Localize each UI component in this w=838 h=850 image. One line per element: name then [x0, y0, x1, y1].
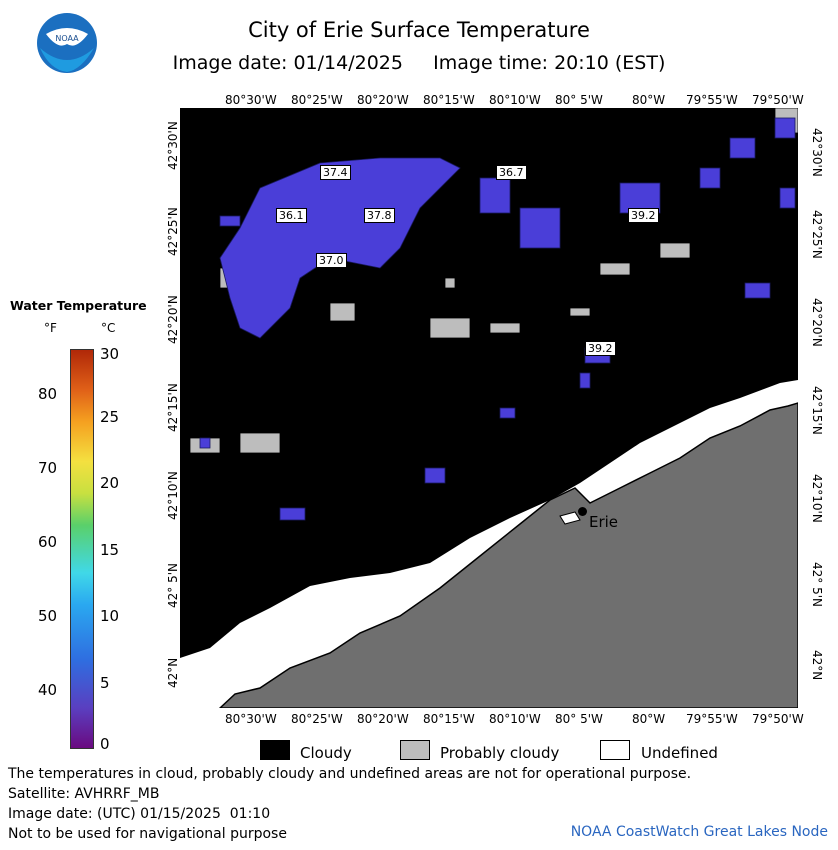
satellite-info: Satellite: AVHRRF_MB	[8, 786, 160, 802]
lat-label-right: 42°15'N	[810, 386, 824, 435]
lat-label-right: 42°30'N	[810, 128, 824, 177]
temp-label: 39.2	[628, 208, 659, 223]
temperature-colorbar	[70, 349, 94, 749]
temp-label: 36.1	[276, 208, 307, 223]
legend-title: Water Temperature	[10, 298, 147, 313]
lon-label-top: 79°50'W	[752, 93, 804, 107]
legend-swatch-cloudy	[260, 740, 290, 760]
lon-label-bottom: 80°25'W	[291, 712, 343, 726]
f-tick: 50	[38, 607, 58, 625]
lat-label-right: 42°10'N	[810, 474, 824, 523]
temp-label: 37.0	[316, 253, 347, 268]
lat-label-left: 42° 5'N	[166, 563, 180, 608]
legend-label-cloudy: Cloudy	[300, 744, 352, 762]
map-title: City of Erie Surface Temperature	[248, 18, 590, 42]
c-tick: 30	[100, 345, 120, 363]
lat-label-left: 42°N	[166, 657, 180, 688]
legend-label-probably-cloudy: Probably cloudy	[440, 744, 560, 762]
temp-label: 36.7	[496, 165, 527, 180]
c-tick: 20	[100, 474, 120, 492]
erie-marker	[578, 507, 587, 516]
image-date-utc: Image date: (UTC) 01/15/2025 01:10	[8, 806, 271, 822]
lat-label-left: 42°30'N	[166, 121, 180, 170]
lon-label-bottom: 80°10'W	[489, 712, 541, 726]
lat-label-right: 42°25'N	[810, 210, 824, 259]
legend-swatch-probably-cloudy	[400, 740, 430, 760]
land-area	[218, 402, 798, 708]
lon-label-bottom: 80° 5'W	[555, 712, 603, 726]
lon-label-top: 80°20'W	[357, 93, 409, 107]
lon-label-top: 80° 5'W	[555, 93, 603, 107]
c-tick: 10	[100, 607, 120, 625]
erie-label: Erie	[589, 513, 619, 531]
lon-label-top: 80°10'W	[489, 93, 541, 107]
temp-label: 37.8	[364, 208, 395, 223]
f-tick: 80	[38, 385, 58, 403]
lon-label-bottom: 80°W	[632, 712, 666, 726]
unit-celsius: °C	[101, 321, 116, 335]
temp-label: 37.4	[320, 165, 351, 180]
c-tick: 5	[100, 674, 110, 692]
lon-label-top: 80°25'W	[291, 93, 343, 107]
noaa-logo: NOAA	[37, 13, 97, 73]
temp-label: 39.2	[585, 341, 616, 356]
c-tick: 25	[100, 408, 120, 426]
lat-label-right: 42°20'N	[810, 298, 824, 347]
lon-label-bottom: 80°20'W	[357, 712, 409, 726]
f-tick: 70	[38, 459, 58, 477]
lon-label-bottom: 79°50'W	[752, 712, 804, 726]
legend-label-undefined: Undefined	[641, 744, 718, 762]
lon-label-bottom: 80°15'W	[423, 712, 475, 726]
map-subtitle: Image date: 01/14/2025 Image time: 20:10…	[172, 52, 666, 74]
c-tick: 15	[100, 541, 120, 559]
lon-label-bottom: 79°55'W	[686, 712, 738, 726]
credit: NOAA CoastWatch Great Lakes Node	[570, 824, 828, 840]
c-tick: 0	[100, 735, 110, 753]
presque-isle	[559, 511, 581, 525]
f-tick: 40	[38, 681, 58, 699]
lon-label-top: 80°30'W	[225, 93, 277, 107]
lat-label-left: 42°10'N	[166, 471, 180, 520]
navigation-warning: Not to be used for navigational purpose	[8, 826, 287, 842]
svg-text:NOAA: NOAA	[55, 34, 79, 43]
disclaimer: The temperatures in cloud, probably clou…	[8, 766, 692, 782]
lat-label-left: 42°15'N	[166, 383, 180, 432]
sst-map	[180, 108, 798, 708]
f-tick: 60	[38, 533, 58, 551]
lat-label-right: 42°N	[810, 650, 824, 681]
unit-fahrenheit: °F	[44, 321, 57, 335]
lat-label-left: 42°25'N	[166, 207, 180, 256]
lon-label-bottom: 80°30'W	[225, 712, 277, 726]
legend-swatch-undefined	[600, 740, 630, 760]
lon-label-top: 80°W	[632, 93, 666, 107]
lon-label-top: 79°55'W	[686, 93, 738, 107]
lat-label-left: 42°20'N	[166, 295, 180, 344]
lon-label-top: 80°15'W	[423, 93, 475, 107]
lat-label-right: 42° 5'N	[810, 562, 824, 607]
